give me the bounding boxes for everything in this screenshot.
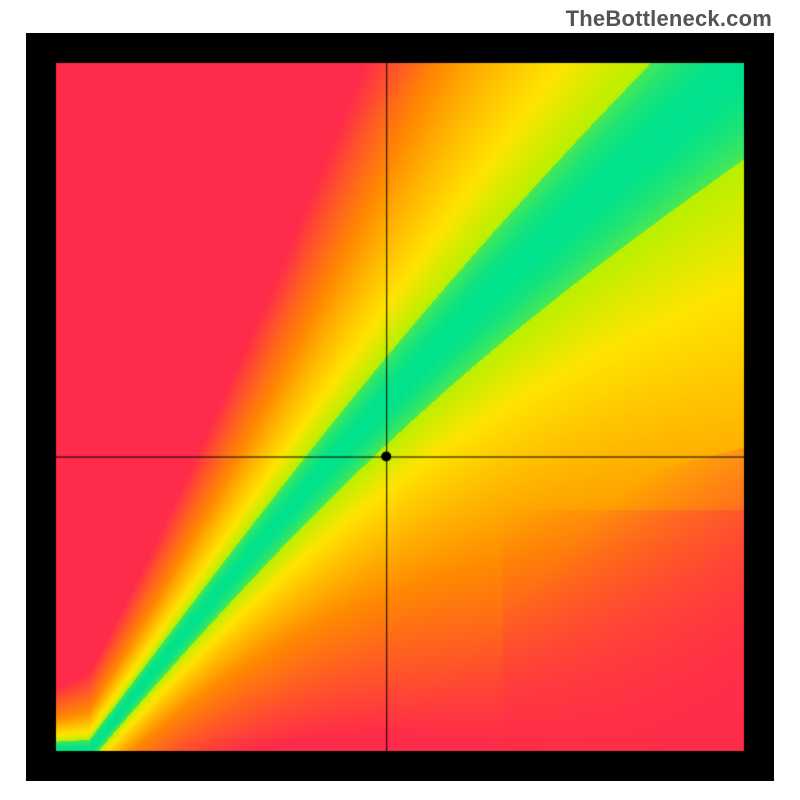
watermark-text: TheBottleneck.com — [566, 6, 772, 32]
chart-frame — [26, 33, 774, 781]
heatmap-canvas — [26, 33, 774, 781]
